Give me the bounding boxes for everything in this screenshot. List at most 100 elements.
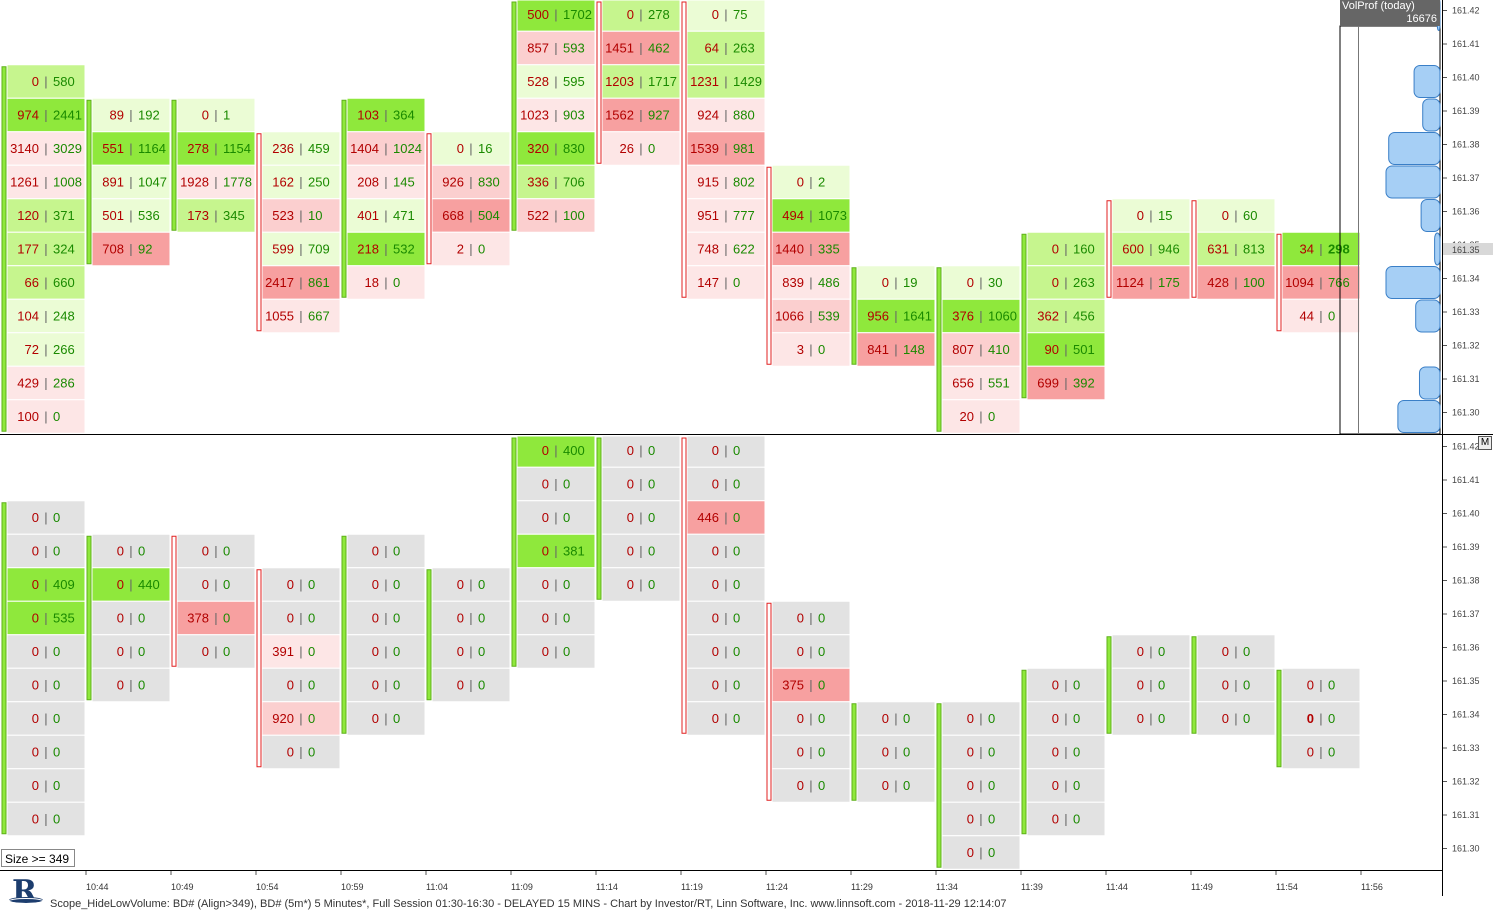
cell-separator: | [809, 678, 812, 693]
cell-separator: | [299, 745, 302, 760]
cell-separator: | [639, 7, 642, 22]
cell-separator: | [384, 611, 387, 626]
bid-volume: 0 [32, 510, 39, 525]
footprint-cell [91, 164, 171, 200]
cell-separator: | [469, 208, 472, 223]
candle-body [681, 1, 687, 298]
candle-body [596, 1, 602, 164]
cell-separator: | [129, 108, 132, 123]
ask-volume: 593 [563, 41, 585, 56]
footprint-cell [6, 701, 86, 736]
bid-volume: 391 [272, 644, 294, 659]
footprint-cell [601, 97, 681, 133]
bid-volume: 0 [287, 678, 294, 693]
footprint-cell [1026, 701, 1106, 736]
cell-separator: | [44, 208, 47, 223]
ask-volume: 1641 [903, 309, 932, 324]
cell-separator: | [724, 108, 727, 123]
ask-volume: 1154 [223, 141, 251, 156]
cell-separator: | [44, 812, 47, 827]
volume-profile-title: VolProf (today) [1342, 0, 1415, 12]
ask-volume: 364 [393, 108, 415, 123]
cell-separator: | [129, 208, 132, 223]
ask-volume: 830 [478, 175, 500, 190]
footprint-bar: 0 | 15 600 | 946 1124 | 175 [1106, 198, 1191, 300]
bid-volume: 600 [1122, 242, 1144, 257]
ask-volume: 667 [308, 309, 330, 324]
footprint-cell [1281, 734, 1361, 770]
ask-volume: 0 [818, 342, 825, 357]
price-tick-label: 161.41 [1452, 475, 1480, 485]
cell-separator: | [554, 477, 557, 492]
maximize-button[interactable]: M [1478, 436, 1492, 450]
bid-volume: 0 [32, 711, 39, 726]
bid-volume: 162 [272, 175, 294, 190]
footprint-bar: 34 | 298 1094 | 766 44 | 0 [1276, 231, 1361, 334]
footprint-cell [1026, 667, 1106, 703]
candle-body [426, 133, 432, 265]
footprint-cell [6, 768, 86, 803]
cell-separator: | [1149, 242, 1152, 257]
bid-volume: 0 [1052, 678, 1059, 693]
footprint-cell [261, 634, 341, 669]
ask-volume: 0 [733, 510, 740, 525]
footprint-cell [686, 198, 766, 233]
price-tick-label: 161.31 [1452, 374, 1480, 384]
cell-separator: | [299, 711, 302, 726]
footprint-cell [1281, 298, 1361, 334]
footprint-cell [941, 365, 1021, 401]
bid-volume: 0 [32, 644, 39, 659]
cell-separator: | [214, 577, 217, 592]
price-axis: 161.42 161.41 161.40 161.39 161.38 161.37 161.… [1443, 6, 1493, 854]
footprint-cell [686, 500, 766, 535]
ask-volume: 0 [1158, 644, 1165, 659]
ask-volume: 0 [648, 443, 655, 458]
ask-volume: 392 [1073, 376, 1095, 391]
bid-volume: 839 [782, 275, 804, 290]
ask-volume: 539 [818, 309, 840, 324]
cell-separator: | [894, 711, 897, 726]
bid-volume: 0 [1307, 678, 1314, 693]
bid-volume: 1231 [690, 74, 719, 89]
ask-volume: 830 [563, 141, 585, 156]
cell-separator: | [299, 309, 302, 324]
footprint-cell [176, 164, 256, 200]
footprint-cell [686, 600, 766, 636]
bid-volume: 0 [627, 477, 634, 492]
candle-body [426, 569, 432, 701]
footprint-cell [346, 164, 426, 200]
ask-volume: 0 [478, 611, 485, 626]
cell-separator: | [44, 175, 47, 190]
bid-volume: 0 [457, 644, 464, 659]
cell-separator: | [809, 309, 812, 324]
bid-volume: 0 [797, 175, 804, 190]
price-tick-label: 161.32 [1452, 777, 1480, 787]
bid-volume: 120 [17, 208, 39, 223]
footprint-cell [516, 567, 596, 602]
price-tick-label: 161.31 [1452, 810, 1480, 820]
bid-volume: 1562 [605, 108, 634, 123]
cell-separator: | [554, 611, 557, 626]
cell-separator: | [639, 41, 642, 56]
bid-volume: 0 [1307, 711, 1314, 726]
footprint-cell [431, 567, 511, 602]
cell-separator: | [639, 74, 642, 89]
cell-separator: | [1319, 711, 1322, 726]
footprint-cell [941, 701, 1021, 736]
ask-volume: 250 [308, 175, 330, 190]
current-price-marker [1443, 243, 1493, 255]
footprint-cell [516, 466, 596, 502]
ask-volume: 0 [53, 678, 60, 693]
bid-volume: 0 [712, 711, 719, 726]
cell-separator: | [129, 242, 132, 257]
bid-volume: 1404 [350, 141, 379, 156]
footprint-bar: 0 | 60 631 | 813 428 | 100 [1191, 198, 1276, 300]
cell-separator: | [809, 611, 812, 626]
candle-body [936, 703, 942, 868]
footprint-cell [516, 600, 596, 636]
ask-volume: 263 [733, 41, 755, 56]
ask-volume: 0 [478, 644, 485, 659]
